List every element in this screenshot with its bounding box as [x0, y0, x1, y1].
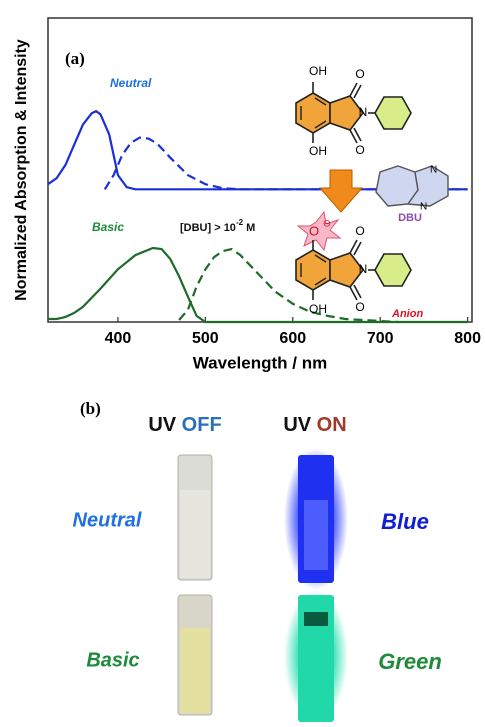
header: UV ON	[283, 414, 346, 436]
row-label: Neutral	[73, 509, 142, 531]
annotation-part: -2	[236, 218, 244, 227]
x-tick-label: 500	[192, 330, 219, 347]
figure: (a) Normalized Absorption & Intensity Wa…	[0, 0, 485, 722]
x-tick-label: 800	[454, 330, 481, 347]
panel-label: (b)	[80, 399, 101, 418]
header-part: UV	[148, 414, 176, 436]
atom: O	[355, 300, 364, 314]
annotation: Neutral	[110, 76, 152, 90]
annotation-part: M	[246, 222, 255, 234]
arrow	[320, 170, 362, 212]
atom: O	[309, 223, 319, 238]
x-axis-title: Wavelength / nm	[193, 353, 327, 372]
atom: OH	[309, 64, 327, 78]
row-label: Blue	[381, 509, 429, 534]
annotation: Anion	[391, 308, 423, 320]
row-label: Basic	[86, 649, 139, 671]
atom: O	[355, 67, 364, 81]
header-part: UV	[283, 414, 311, 436]
panel-label: (a)	[65, 49, 85, 68]
x-tick-label: 600	[279, 330, 306, 347]
annotation-part: [DBU] > 10	[180, 222, 236, 234]
vials	[178, 448, 348, 722]
x-tick-label: 400	[105, 330, 132, 347]
row-label: Green	[378, 649, 442, 674]
atom: OH	[309, 144, 327, 158]
header-part: OFF	[182, 414, 222, 436]
atom: N	[359, 262, 368, 276]
atom: O	[355, 143, 364, 157]
charge: ⊖	[323, 219, 331, 230]
header-part: ON	[317, 414, 347, 436]
y-axis-title: Normalized Absorption & Intensity	[13, 39, 30, 301]
page: {"chart_data": {"type": "line", "panel_l…	[0, 0, 485, 722]
atom: OH	[309, 302, 327, 316]
x-tick-label: 700	[367, 330, 394, 347]
annotation: Basic	[92, 220, 124, 234]
data-line	[179, 249, 398, 322]
header: UV OFF	[148, 414, 221, 436]
atom: O	[355, 224, 364, 238]
atom: N	[430, 165, 437, 176]
annotation: DBU	[398, 212, 422, 224]
atom: N	[359, 105, 368, 119]
